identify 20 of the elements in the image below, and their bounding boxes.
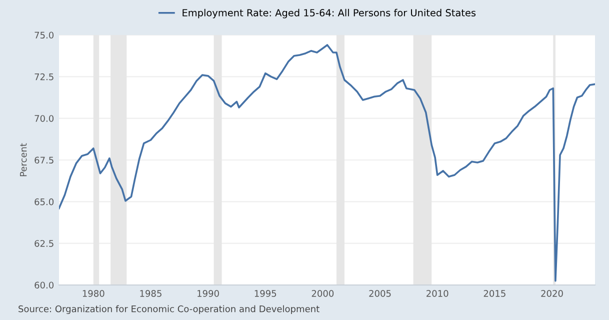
y-tick-label: 72.5: [34, 73, 54, 80]
legend-label: Employment Rate: Aged 15-64: All Persons for United States: [182, 8, 476, 18]
line-series: [59, 44, 595, 282]
x-tick-label: 1985: [140, 290, 162, 297]
y-axis-title: Percent: [20, 143, 27, 176]
y-tick-label: 65.0: [34, 198, 54, 206]
x-tick-label: 2020: [541, 290, 563, 297]
x-tick-label: 2005: [369, 290, 391, 297]
x-tick-label: 1990: [198, 290, 219, 297]
y-tick-label: 62.5: [34, 240, 54, 247]
x-tick-label: 2010: [426, 290, 448, 297]
x-tick-label: 2015: [484, 290, 506, 297]
y-tick-label: 75.0: [34, 32, 54, 39]
y-tick-label: 67.5: [34, 156, 54, 164]
y-tick-label: 60.0: [34, 282, 54, 289]
source-note: Source: Organization for Economic Co-operation and Development: [18, 305, 320, 314]
x-tick-label: 2000: [312, 290, 334, 297]
x-tick-label: 1995: [254, 290, 276, 297]
y-tick-label: 70.0: [34, 115, 54, 122]
x-tick-label: 1980: [82, 290, 104, 297]
